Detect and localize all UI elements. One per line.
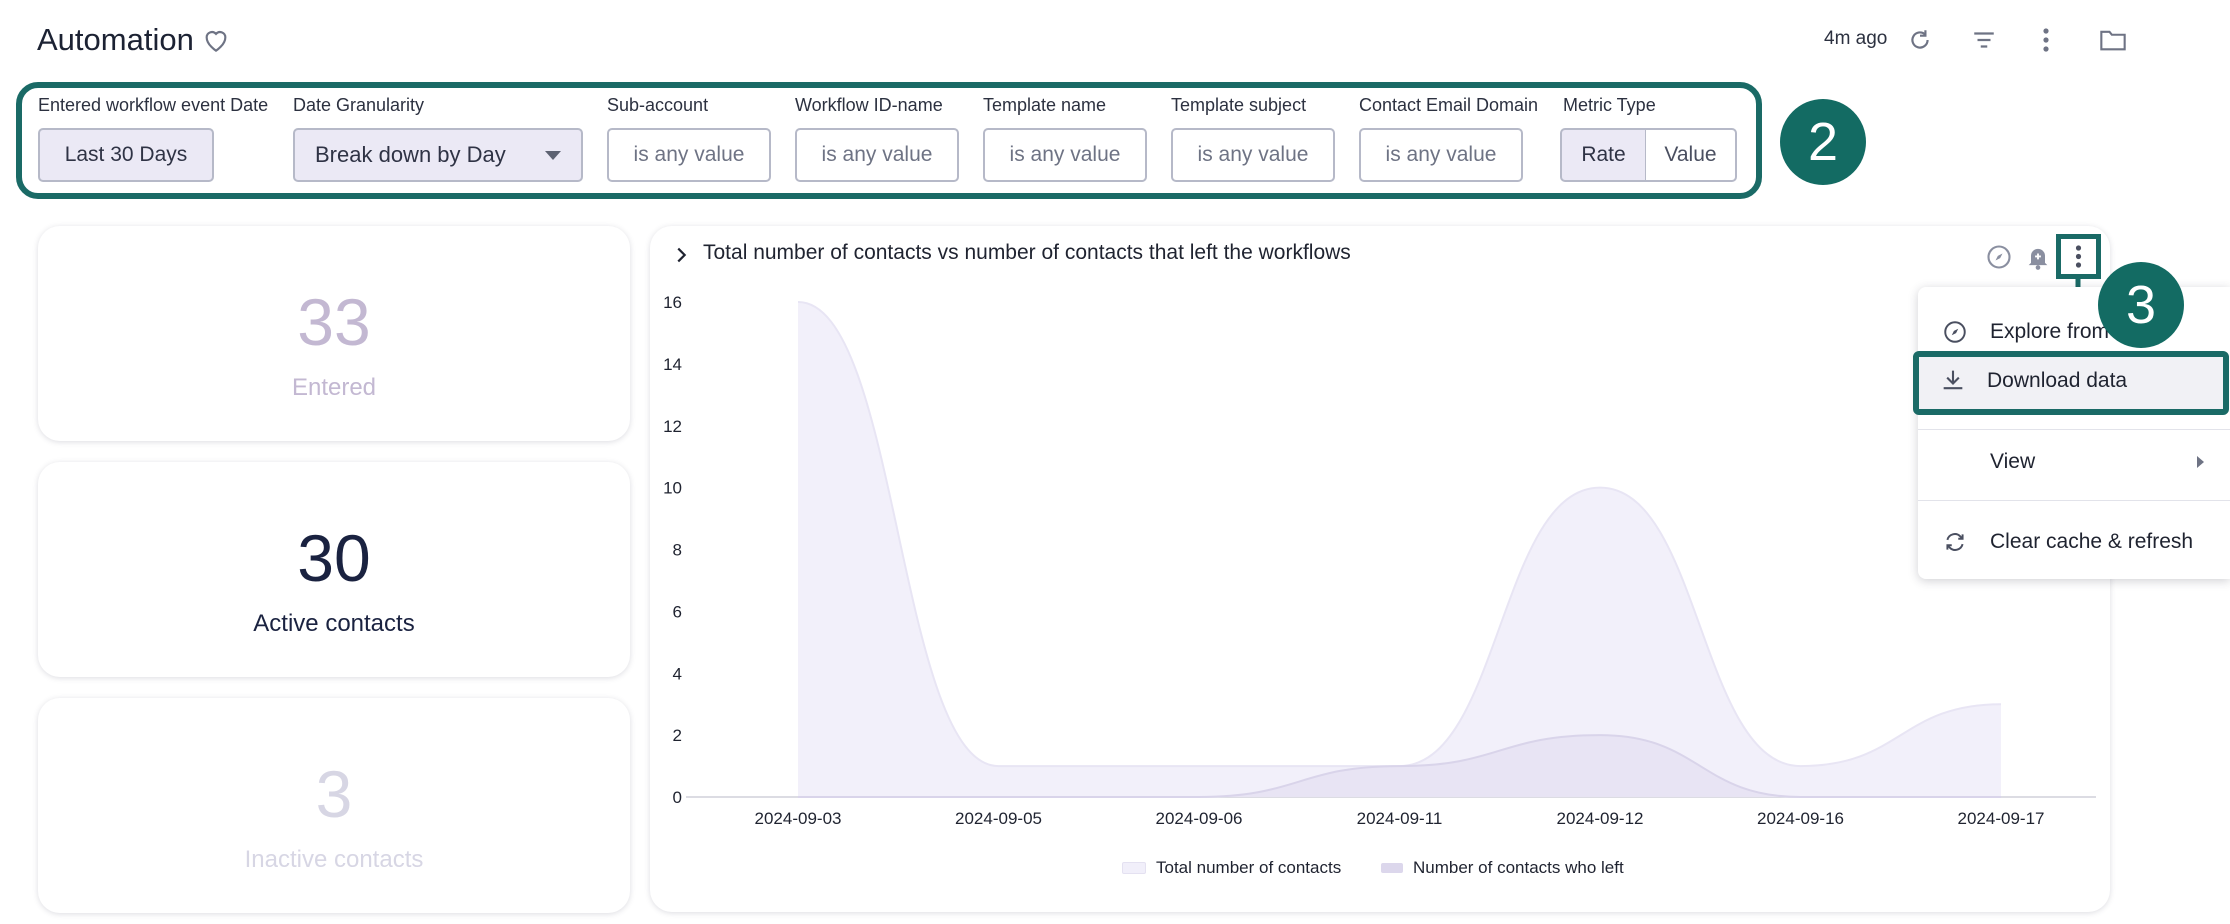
legend-total: Total number of contacts [1122,858,1341,878]
refresh-icon [1940,527,1970,557]
menu-label-download: Download data [1987,369,2128,392]
menu-label-clear-cache: Clear cache & refresh [1990,530,2194,553]
series-line-left [797,734,2001,799]
filter-label-subaccount: Sub-account [607,95,709,115]
y-tick-label: 14 [663,355,682,374]
filter-label-metric-type: Metric Type [1563,95,1656,115]
legend-swatch-left [1381,863,1403,873]
granularity-select[interactable]: Break down by Day [293,128,583,182]
more-vertical-icon[interactable] [2030,24,2062,56]
refresh-icon[interactable] [1904,24,1936,56]
menu-item-explore[interactable]: Explore from [1918,307,2230,357]
alert-bell-icon[interactable] [2024,243,2052,271]
kpi-card-inactive: 3 Inactive contacts [38,698,630,913]
y-tick-label: 16 [663,293,682,312]
date-filter-button[interactable]: Last 30 Days [38,128,214,182]
filter-label-email-domain: Contact Email Domain [1359,95,1539,115]
menu-item-download[interactable]: Download data [1913,351,2229,415]
filter-icon[interactable] [1968,24,2000,56]
kpi-value: 33 [297,285,371,359]
page-title: Automation [37,22,194,57]
chart-title: Total number of contacts vs number of co… [703,241,1351,264]
download-icon [1939,366,1969,396]
y-tick-label: 2 [673,726,682,745]
compass-icon [1940,317,1970,347]
granularity-select-value: Break down by Day [315,142,506,167]
x-tick-label: 2024-09-12 [1557,809,1644,828]
filters-highlight-outline [16,82,1762,199]
workflow-filter[interactable]: is any value [795,128,959,182]
x-tick-label: 2024-09-11 [1357,809,1443,828]
menu-label-view: View [1990,450,2036,473]
subaccount-filter[interactable]: is any value [607,128,771,182]
y-tick-label: 4 [673,664,682,683]
area-chart: 0 2 4 6 8 10 12 14 16 2024-09-03 2024-09-05 2024-09… [663,293,2096,828]
step-badge-2: 2 [1780,99,1866,185]
submenu-caret-icon [2197,456,2204,468]
y-tick-label: 12 [663,417,682,436]
step-badge-3: 3 [2098,262,2184,348]
x-tick-label: 2024-09-05 [955,809,1042,828]
kpi-label: Inactive contacts [244,846,424,873]
y-tick-label: 0 [673,788,682,807]
y-tick-label: 6 [673,602,682,621]
filter-label-template-name: Template name [983,95,1107,115]
chevron-right-icon[interactable] [670,244,692,266]
y-tick-label: 8 [673,541,682,560]
y-tick-label: 10 [663,479,682,498]
legend-label-total: Total number of contacts [1156,858,1342,877]
menu-divider [1918,429,2230,430]
menu-divider [1918,500,2230,501]
menu-item-clear-cache[interactable]: Clear cache & refresh [1918,517,2230,567]
kpi-card-entered: 33 Entered [38,226,630,441]
kpi-label: Entered [291,374,377,401]
template-subject-filter[interactable]: is any value [1171,128,1335,182]
kpi-card-active: 30 Active contacts [38,462,630,677]
template-name-filter[interactable]: is any value [983,128,1147,182]
filter-label-template-subject: Template subject [1171,95,1307,115]
x-tick-label: 2024-09-03 [755,809,842,828]
series-area-total [798,302,2001,797]
x-tick-label: 2024-09-16 [1757,809,1844,828]
explore-compass-icon[interactable] [1985,243,2013,271]
filter-label-date: Entered workflow event Date [38,95,269,115]
chart-context-menu: Explore from View Clear cache & refresh [1918,287,2230,579]
metric-rate-toggle[interactable]: Rate [1560,128,1647,182]
kpi-value: 30 [297,521,371,595]
filter-label-workflow: Workflow ID-name [795,95,943,115]
menu-label-explore: Explore from [1990,320,2110,343]
caret-down-icon [545,150,561,160]
legend-left: Number of contacts who left [1381,858,1624,878]
kpi-value: 3 [315,757,353,831]
filter-label-granularity: Date Granularity [293,95,425,115]
legend-label-left: Number of contacts who left [1413,858,1624,877]
menu-item-view[interactable]: View [1918,437,2230,487]
heart-icon[interactable] [200,24,232,56]
kpi-label: Active contacts [253,610,415,637]
series-line-total [797,301,2002,768]
x-tick-label: 2024-09-17 [1958,809,2045,828]
chart-more-button[interactable] [2056,234,2101,279]
last-updated-text: 4m ago [1824,28,1888,49]
folder-icon[interactable] [2097,24,2129,56]
metric-value-toggle[interactable]: Value [1645,128,1737,182]
email-domain-filter[interactable]: is any value [1359,128,1523,182]
legend-swatch-total [1122,862,1146,874]
x-tick-label: 2024-09-06 [1156,809,1243,828]
